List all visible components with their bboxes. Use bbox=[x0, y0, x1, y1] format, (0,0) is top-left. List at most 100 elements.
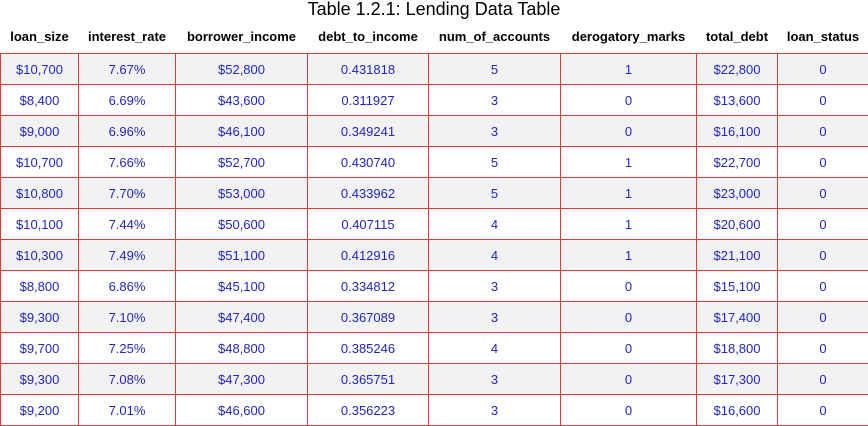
table-cell-debt-to-income: 0.433962 bbox=[308, 178, 429, 209]
table-cell-loan-status: 0 bbox=[778, 302, 868, 333]
table-cell-loan-size: $8,800 bbox=[1, 271, 79, 302]
table-cell-loan-size: $9,700 bbox=[1, 333, 79, 364]
table-cell-interest-rate: 7.01% bbox=[79, 395, 176, 426]
table-cell-borrower-income: $52,700 bbox=[176, 147, 308, 178]
table-cell-borrower-income: $46,600 bbox=[176, 395, 308, 426]
column-header: borrower_income bbox=[176, 20, 308, 54]
table-cell-derogatory-marks: 1 bbox=[561, 178, 697, 209]
table-cell-borrower-income: $47,400 bbox=[176, 302, 308, 333]
table-cell-total-debt: $17,400 bbox=[697, 302, 778, 333]
table-cell-total-debt: $22,700 bbox=[697, 147, 778, 178]
table-cell-interest-rate: 7.08% bbox=[79, 364, 176, 395]
table-cell-derogatory-marks: 1 bbox=[561, 240, 697, 271]
table-cell-loan-status: 0 bbox=[778, 209, 868, 240]
column-header: loan_size bbox=[1, 20, 79, 54]
table-cell-debt-to-income: 0.367089 bbox=[308, 302, 429, 333]
table-cell-total-debt: $23,000 bbox=[697, 178, 778, 209]
table-cell-interest-rate: 7.10% bbox=[79, 302, 176, 333]
column-header: interest_rate bbox=[79, 20, 176, 54]
table-cell-borrower-income: $45,100 bbox=[176, 271, 308, 302]
table-cell-loan-status: 0 bbox=[778, 395, 868, 426]
table-cell-total-debt: $16,600 bbox=[697, 395, 778, 426]
table-cell-derogatory-marks: 1 bbox=[561, 209, 697, 240]
table-cell-borrower-income: $43,600 bbox=[176, 85, 308, 116]
column-header: total_debt bbox=[697, 20, 778, 54]
table-cell-borrower-income: $53,000 bbox=[176, 178, 308, 209]
table-cell-total-debt: $20,600 bbox=[697, 209, 778, 240]
table-cell-loan-size: $10,300 bbox=[1, 240, 79, 271]
table-cell-loan-status: 0 bbox=[778, 333, 868, 364]
table-cell-derogatory-marks: 0 bbox=[561, 333, 697, 364]
table-cell-interest-rate: 7.70% bbox=[79, 178, 176, 209]
table-cell-total-debt: $21,100 bbox=[697, 240, 778, 271]
table-cell-total-debt: $13,600 bbox=[697, 85, 778, 116]
table-cell-num-of-accounts: 4 bbox=[429, 333, 561, 364]
table-cell-loan-status: 0 bbox=[778, 271, 868, 302]
table-cell-debt-to-income: 0.430740 bbox=[308, 147, 429, 178]
table-cell-derogatory-marks: 0 bbox=[561, 395, 697, 426]
table-cell-num-of-accounts: 3 bbox=[429, 116, 561, 147]
table-cell-interest-rate: 6.69% bbox=[79, 85, 176, 116]
table-cell-num-of-accounts: 5 bbox=[429, 147, 561, 178]
table-cell-num-of-accounts: 4 bbox=[429, 240, 561, 271]
table-cell-debt-to-income: 0.365751 bbox=[308, 364, 429, 395]
table-cell-loan-status: 0 bbox=[778, 85, 868, 116]
table-cell-interest-rate: 7.66% bbox=[79, 147, 176, 178]
table-cell-interest-rate: 7.67% bbox=[79, 54, 176, 85]
table-cell-loan-status: 0 bbox=[778, 240, 868, 271]
table-cell-debt-to-income: 0.356223 bbox=[308, 395, 429, 426]
table-cell-debt-to-income: 0.311927 bbox=[308, 85, 429, 116]
table-cell-loan-size: $8,400 bbox=[1, 85, 79, 116]
table-cell-derogatory-marks: 0 bbox=[561, 364, 697, 395]
table-cell-interest-rate: 6.86% bbox=[79, 271, 176, 302]
column-header: num_of_accounts bbox=[429, 20, 561, 54]
table-cell-debt-to-income: 0.385246 bbox=[308, 333, 429, 364]
header-row: loan_size interest_rate borrower_income … bbox=[1, 20, 868, 54]
table-cell-borrower-income: $51,100 bbox=[176, 240, 308, 271]
table-cell-interest-rate: 7.44% bbox=[79, 209, 176, 240]
table-cell-derogatory-marks: 0 bbox=[561, 271, 697, 302]
table-cell-loan-size: $9,300 bbox=[1, 302, 79, 333]
table-cell-num-of-accounts: 3 bbox=[429, 395, 561, 426]
table-cell-total-debt: $17,300 bbox=[697, 364, 778, 395]
table-cell-total-debt: $18,800 bbox=[697, 333, 778, 364]
table-cell-interest-rate: 7.49% bbox=[79, 240, 176, 271]
table-cell-num-of-accounts: 5 bbox=[429, 54, 561, 85]
table-cell-loan-size: $9,300 bbox=[1, 364, 79, 395]
table-cell-derogatory-marks: 0 bbox=[561, 116, 697, 147]
table-cell-borrower-income: $47,300 bbox=[176, 364, 308, 395]
column-header: debt_to_income bbox=[308, 20, 429, 54]
table-cell-num-of-accounts: 4 bbox=[429, 209, 561, 240]
table-cell-borrower-income: $46,100 bbox=[176, 116, 308, 147]
table-cell-loan-size: $9,000 bbox=[1, 116, 79, 147]
table-cell-interest-rate: 6.96% bbox=[79, 116, 176, 147]
table-cell-num-of-accounts: 3 bbox=[429, 85, 561, 116]
table-cell-loan-size: $10,700 bbox=[1, 147, 79, 178]
table-cell-borrower-income: $52,800 bbox=[176, 54, 308, 85]
table-title: Table 1.2.1: Lending Data Table bbox=[0, 0, 868, 20]
table-cell-loan-size: $10,700 bbox=[1, 54, 79, 85]
table-cell-debt-to-income: 0.349241 bbox=[308, 116, 429, 147]
table-cell-num-of-accounts: 3 bbox=[429, 271, 561, 302]
table-cell-loan-status: 0 bbox=[778, 54, 868, 85]
table-cell-loan-status: 0 bbox=[778, 364, 868, 395]
table-cell-num-of-accounts: 3 bbox=[429, 364, 561, 395]
table-cell-total-debt: $15,100 bbox=[697, 271, 778, 302]
table-cell-num-of-accounts: 5 bbox=[429, 178, 561, 209]
table-cell-loan-size: $10,100 bbox=[1, 209, 79, 240]
table-cell-interest-rate: 7.25% bbox=[79, 333, 176, 364]
table-cell-total-debt: $22,800 bbox=[697, 54, 778, 85]
column-header: derogatory_marks bbox=[561, 20, 697, 54]
table-cell-loan-size: $10,800 bbox=[1, 178, 79, 209]
